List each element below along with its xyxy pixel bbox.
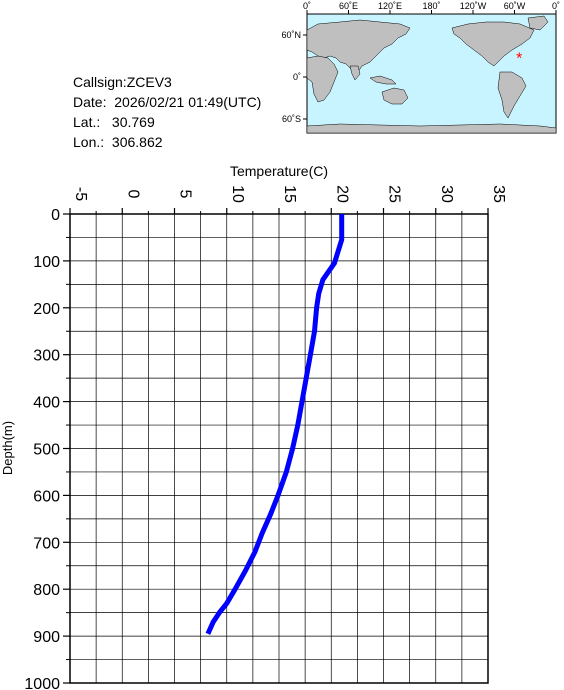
y-tick-label: 500 bbox=[33, 442, 60, 459]
x-tick-label: 10 bbox=[229, 185, 246, 203]
map-lat-tick-label: 60˚N bbox=[281, 30, 301, 40]
y-tick-label: 0 bbox=[51, 207, 60, 224]
x-tick-label: 25 bbox=[386, 185, 403, 203]
callsign-value: ZCEV3 bbox=[126, 74, 172, 90]
map-lon-tick-label: 120˚E bbox=[378, 1, 402, 11]
y-tick-label: 700 bbox=[33, 535, 60, 552]
map-longitude-ticks: 0˚ 60˚E 120˚E 180˚ 120˚W 60˚W 0˚ bbox=[303, 1, 560, 14]
lon-row: Lon.: 306.862 bbox=[73, 132, 163, 152]
x-axis-ticks: -5 0 5 10 15 20 25 30 35 bbox=[69, 185, 507, 214]
map-position-marker: * bbox=[516, 50, 522, 67]
y-tick-label: 800 bbox=[33, 582, 60, 599]
y-tick-label: 900 bbox=[33, 629, 60, 646]
callsign-row: Callsign:ZCEV3 bbox=[73, 72, 172, 92]
lat-row: Lat.: 30.769 bbox=[73, 112, 155, 132]
map-latitude-ticks: 60˚N 0˚ 60˚S bbox=[281, 30, 307, 124]
world-map: 0˚ 60˚E 120˚E 180˚ 120˚W 60˚W 0˚ 60˚N 0˚ 60˚S * bbox=[281, 1, 560, 134]
map-lon-tick-label: 60˚E bbox=[339, 1, 358, 11]
map-lon-tick-label: 180˚ bbox=[422, 1, 440, 11]
chart-grid bbox=[69, 213, 489, 684]
lon-value: 306.862 bbox=[111, 134, 163, 150]
map-lon-tick-label: 0˚ bbox=[552, 1, 560, 11]
y-tick-label: 600 bbox=[33, 488, 60, 505]
date-row: Date: 2026/02/21 01:49(UTC) bbox=[73, 92, 261, 112]
date-label: Date: bbox=[73, 94, 107, 110]
x-tick-label: 15 bbox=[281, 185, 298, 203]
y-tick-label: 400 bbox=[33, 395, 60, 412]
x-tick-label: 20 bbox=[333, 185, 350, 203]
y-axis-ticks: 0 100 200 300 400 500 600 700 800 900 1000 bbox=[24, 207, 70, 690]
land-antarctica bbox=[306, 123, 557, 134]
y-tick-label: 200 bbox=[33, 301, 60, 318]
x-tick-label: 0 bbox=[124, 190, 141, 199]
callsign-label: Callsign: bbox=[73, 74, 127, 90]
map-lon-tick-label: 120˚W bbox=[460, 1, 487, 11]
x-tick-label: 5 bbox=[177, 190, 194, 199]
land-africa bbox=[306, 55, 339, 103]
x-axis-label: Temperature(C) bbox=[230, 163, 328, 179]
x-tick-label: 35 bbox=[490, 185, 507, 203]
land-india bbox=[349, 65, 361, 81]
map-land bbox=[306, 15, 557, 134]
lat-value: 30.769 bbox=[111, 114, 155, 130]
x-tick-label: -5 bbox=[72, 187, 89, 201]
land-australia bbox=[381, 87, 409, 105]
map-lon-tick-label: 60˚W bbox=[504, 1, 526, 11]
y-tick-label: 300 bbox=[33, 348, 60, 365]
map-lon-tick-label: 0˚ bbox=[303, 1, 311, 11]
land-se-asia bbox=[369, 75, 397, 85]
map-lat-tick-label: 60˚S bbox=[282, 114, 301, 124]
chart-series bbox=[205, 214, 345, 635]
lat-label: Lat.: bbox=[73, 114, 101, 130]
y-tick-label: 100 bbox=[33, 254, 60, 271]
date-value: 2026/02/21 01:49(UTC) bbox=[114, 94, 262, 110]
y-axis-label: Depth(m) bbox=[0, 421, 15, 475]
temperature-profile-line bbox=[205, 214, 345, 635]
y-tick-label: 1000 bbox=[24, 676, 60, 690]
land-greenland bbox=[527, 15, 549, 31]
map-lat-tick-label: 0˚ bbox=[293, 72, 301, 82]
x-tick-label: 30 bbox=[438, 185, 455, 203]
land-north-america bbox=[451, 21, 535, 67]
land-south-america bbox=[497, 71, 527, 119]
lon-label: Lon.: bbox=[73, 134, 105, 150]
